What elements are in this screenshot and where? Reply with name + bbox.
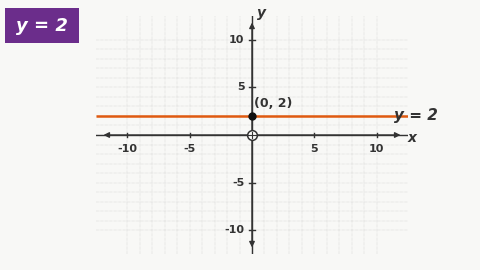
Text: -10: -10	[225, 225, 244, 235]
Text: y: y	[257, 6, 266, 20]
Text: -5: -5	[232, 177, 244, 188]
Text: 10: 10	[369, 144, 384, 154]
Text: 5: 5	[237, 82, 244, 93]
Text: -5: -5	[183, 144, 196, 154]
Text: -10: -10	[117, 144, 137, 154]
Text: x: x	[407, 131, 416, 145]
Text: 5: 5	[311, 144, 318, 154]
Text: y = 2: y = 2	[394, 109, 438, 123]
Text: y = 2: y = 2	[16, 17, 68, 35]
Text: (0, 2): (0, 2)	[254, 97, 293, 110]
Text: 10: 10	[229, 35, 244, 45]
